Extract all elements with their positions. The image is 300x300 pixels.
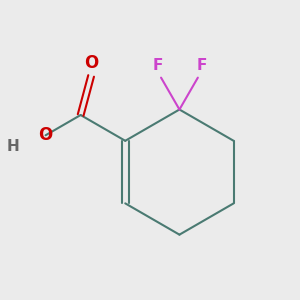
Text: F: F <box>152 58 163 73</box>
Text: H: H <box>6 139 19 154</box>
Text: F: F <box>196 58 207 73</box>
Text: O: O <box>38 126 53 144</box>
Text: O: O <box>84 53 98 71</box>
